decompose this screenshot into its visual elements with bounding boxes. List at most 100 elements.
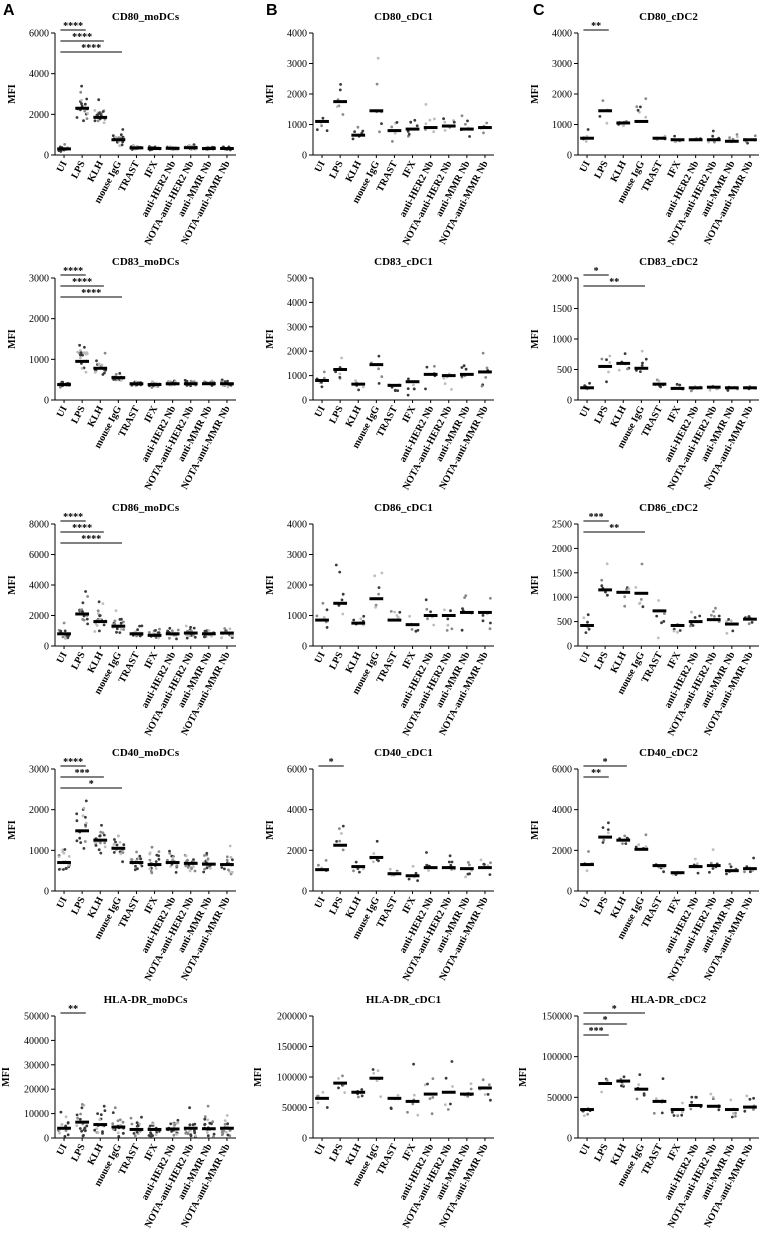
data-point <box>469 1087 473 1091</box>
data-point <box>112 851 116 854</box>
data-point <box>662 870 665 874</box>
data-point <box>641 605 645 609</box>
data-point <box>607 821 610 825</box>
data-point <box>694 1095 698 1099</box>
data-point <box>725 872 728 876</box>
data-point <box>449 1102 452 1106</box>
data-point <box>100 823 103 827</box>
data-point <box>84 370 88 374</box>
x-tick-label: UI <box>55 159 70 174</box>
data-point <box>442 117 445 121</box>
data-point <box>482 131 485 135</box>
data-point <box>622 1075 626 1079</box>
data-point <box>202 870 206 874</box>
chart-title: CD83_cDC2 <box>639 256 698 268</box>
data-point <box>121 1131 125 1135</box>
y-tick-label: 3000 <box>552 59 572 70</box>
data-point <box>445 629 449 632</box>
significance-label: **** <box>72 523 92 534</box>
data-point <box>96 1112 99 1115</box>
data-point <box>98 614 101 618</box>
data-point <box>82 1134 85 1137</box>
data-point <box>663 612 666 615</box>
data-point <box>113 838 116 841</box>
y-axis-label: MFI <box>1 1067 12 1087</box>
data-point <box>168 626 172 630</box>
y-tick-label: 500 <box>557 365 572 376</box>
data-point <box>118 840 122 844</box>
data-point <box>58 1131 61 1135</box>
data-point <box>85 1124 89 1128</box>
data-point <box>624 842 628 845</box>
data-point <box>83 840 87 843</box>
data-point <box>380 375 384 379</box>
data-point <box>675 382 679 386</box>
x-tick-label: IFX <box>400 1142 418 1163</box>
data-point <box>61 848 65 852</box>
data-point <box>376 56 380 60</box>
data-point <box>489 1098 492 1102</box>
data-point <box>644 357 648 361</box>
data-point <box>680 1113 684 1117</box>
data-point <box>96 609 100 613</box>
y-tick-label: 500 <box>557 617 572 628</box>
y-tick-label: 4000 <box>287 29 307 40</box>
data-point <box>67 855 71 858</box>
data-point <box>113 1106 117 1110</box>
data-point <box>97 612 100 615</box>
data-point <box>192 626 196 630</box>
data-point <box>119 133 123 137</box>
data-point <box>412 387 416 391</box>
data-point <box>75 116 79 119</box>
data-point <box>225 858 229 862</box>
data-point <box>406 393 410 397</box>
data-point <box>745 1094 749 1098</box>
data-point <box>406 387 410 390</box>
x-tick-label: LPS <box>69 1142 88 1164</box>
data-point <box>427 869 430 872</box>
data-point <box>747 622 751 626</box>
data-point <box>374 605 377 609</box>
data-point <box>425 607 429 611</box>
data-point <box>463 596 466 599</box>
data-point <box>376 1069 380 1072</box>
y-tick-label: 3000 <box>287 59 307 70</box>
x-tick-label: LPS <box>69 159 88 181</box>
data-point <box>220 866 224 869</box>
data-point <box>121 140 125 144</box>
data-point <box>80 1103 84 1106</box>
data-point <box>714 606 717 610</box>
y-tick-label: 4000 <box>287 520 307 531</box>
data-point <box>111 1111 115 1114</box>
data-point <box>411 1102 415 1106</box>
data-point <box>82 618 86 622</box>
data-point <box>121 860 124 864</box>
y-tick-label: 2000 <box>552 274 572 285</box>
data-point <box>479 858 483 862</box>
y-axis-label: MFI <box>518 1067 529 1087</box>
data-point <box>727 618 730 621</box>
data-point <box>184 864 188 868</box>
significance-label: *** <box>589 512 604 523</box>
y-axis-label: MFI <box>7 329 18 349</box>
data-point <box>468 863 471 867</box>
data-point <box>414 629 418 633</box>
data-point <box>377 586 381 589</box>
data-point <box>193 1131 197 1135</box>
data-point <box>61 850 65 854</box>
x-tick-label: IFX <box>142 404 160 425</box>
chart-title: CD40_cDC1 <box>374 747 433 759</box>
data-point <box>189 625 193 629</box>
data-point <box>223 867 226 871</box>
data-point <box>80 367 84 370</box>
data-point <box>97 362 101 366</box>
data-point <box>426 617 429 621</box>
data-point <box>75 819 79 823</box>
data-point <box>188 1106 192 1110</box>
data-point <box>709 861 713 865</box>
data-point <box>710 613 713 617</box>
y-tick-label: 1500 <box>552 568 572 579</box>
